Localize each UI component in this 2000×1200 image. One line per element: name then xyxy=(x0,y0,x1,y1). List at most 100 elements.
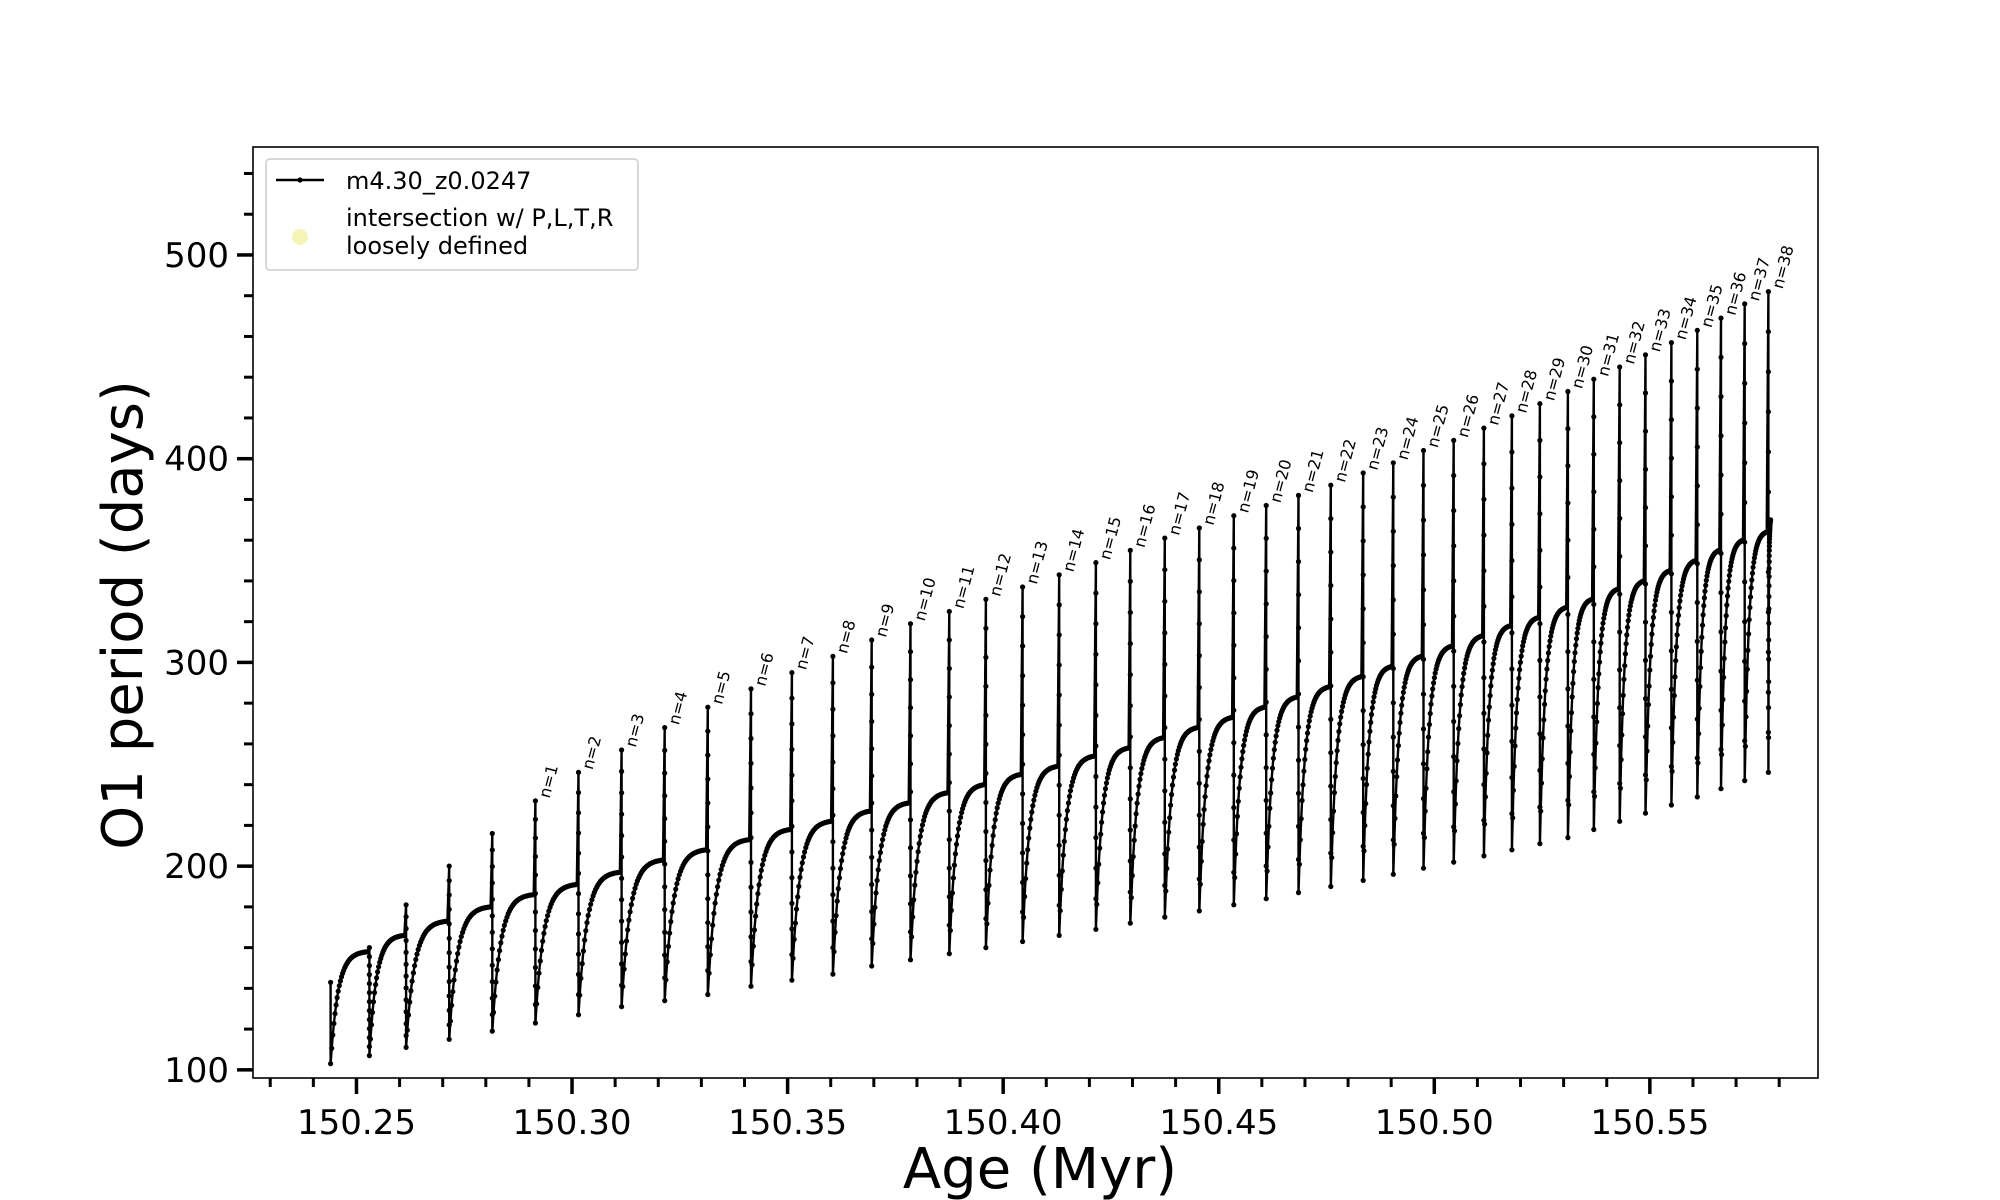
data-point xyxy=(1093,896,1099,902)
data-point xyxy=(1718,511,1724,517)
data-point xyxy=(1066,793,1073,800)
data-point xyxy=(673,886,679,892)
data-point xyxy=(1296,861,1302,867)
data-point xyxy=(1029,809,1035,815)
data-point xyxy=(1169,782,1176,788)
data-point xyxy=(1668,725,1674,731)
data-point xyxy=(1722,625,1729,631)
pulse-label: n=29 xyxy=(1539,355,1569,402)
data-point xyxy=(1545,657,1551,664)
data-point xyxy=(1162,819,1168,825)
data-point xyxy=(1765,289,1771,295)
data-point xyxy=(1599,626,1605,632)
data-point xyxy=(365,949,371,955)
data-point xyxy=(1514,696,1520,703)
data-point xyxy=(1642,657,1649,664)
data-point xyxy=(1056,902,1062,908)
data-point xyxy=(1673,658,1679,664)
data-point xyxy=(619,790,625,796)
data-point xyxy=(1617,364,1623,370)
data-point xyxy=(499,933,505,939)
data-point xyxy=(1719,722,1725,728)
data-point xyxy=(1100,809,1106,815)
data-point xyxy=(907,789,914,795)
data-point xyxy=(944,790,951,796)
data-point xyxy=(1275,723,1281,729)
data-point xyxy=(789,823,795,830)
data-point xyxy=(830,945,836,951)
data-point xyxy=(946,723,952,729)
data-point xyxy=(1197,881,1203,887)
data-point xyxy=(1511,763,1517,770)
data-point xyxy=(1231,545,1237,551)
data-point xyxy=(1591,793,1598,800)
data-point xyxy=(1425,749,1431,755)
data-point xyxy=(907,929,914,935)
data-point xyxy=(755,891,761,897)
x-tick-label: 150.55 xyxy=(1590,1103,1709,1143)
data-point xyxy=(1668,455,1674,461)
data-point xyxy=(1424,766,1430,772)
data-point xyxy=(1330,830,1336,836)
data-point xyxy=(1025,847,1031,853)
data-point xyxy=(625,927,631,933)
pulse-label: n=23 xyxy=(1363,425,1393,472)
data-point xyxy=(1196,844,1202,850)
data-point xyxy=(1360,470,1366,476)
data-point xyxy=(1462,660,1468,667)
data-point xyxy=(1766,573,1772,580)
data-point xyxy=(1768,517,1774,523)
data-point xyxy=(540,938,546,944)
data-point xyxy=(1420,482,1427,488)
data-point xyxy=(946,951,952,957)
data-point xyxy=(758,867,764,874)
series-line xyxy=(329,290,1772,1065)
data-point xyxy=(1420,552,1427,558)
data-point xyxy=(1265,844,1271,850)
data-point xyxy=(995,800,1001,806)
data-point xyxy=(1565,463,1571,469)
data-point xyxy=(1233,851,1239,857)
data-point xyxy=(1263,797,1269,804)
data-point xyxy=(1363,782,1370,788)
data-point xyxy=(1231,707,1237,713)
data-point xyxy=(1295,691,1302,697)
data-point xyxy=(1591,751,1597,758)
data-point xyxy=(1694,405,1700,411)
data-point xyxy=(1429,693,1435,699)
data-point xyxy=(1231,837,1237,843)
data-point xyxy=(748,735,754,742)
data-point xyxy=(1481,532,1487,538)
data-point xyxy=(631,890,637,896)
data-point xyxy=(1617,818,1623,824)
data-point xyxy=(708,936,715,942)
data-point xyxy=(1765,689,1771,695)
data-point xyxy=(408,988,414,994)
data-point xyxy=(1678,592,1684,598)
data-point xyxy=(1765,369,1771,375)
data-point xyxy=(1617,705,1623,711)
data-point xyxy=(1295,625,1302,631)
data-point xyxy=(1395,743,1401,749)
data-point xyxy=(1724,593,1731,599)
data-point xyxy=(575,850,582,856)
data-point xyxy=(1127,858,1133,864)
data-point xyxy=(869,691,875,697)
data-point xyxy=(1642,734,1649,740)
data-point xyxy=(1695,760,1701,766)
data-point xyxy=(914,858,920,864)
data-point xyxy=(1056,662,1062,668)
data-point xyxy=(748,859,754,866)
data-point xyxy=(1642,696,1649,702)
data-point xyxy=(366,972,372,978)
data-point xyxy=(1394,774,1400,780)
data-point xyxy=(1565,760,1571,766)
data-point xyxy=(705,920,711,926)
data-point xyxy=(1200,821,1206,827)
data-point xyxy=(617,869,623,875)
data-point xyxy=(1360,877,1366,884)
data-point xyxy=(799,860,805,866)
pulse-label: n=1 xyxy=(535,762,562,800)
data-point xyxy=(705,944,711,950)
data-point xyxy=(705,752,711,758)
